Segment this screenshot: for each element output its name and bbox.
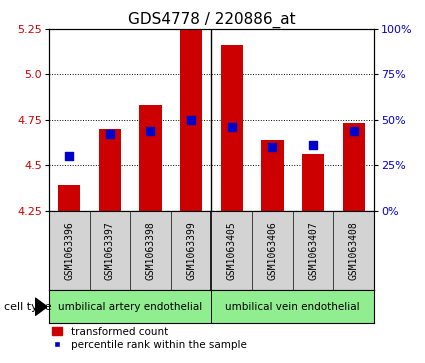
Point	[188, 117, 195, 123]
Polygon shape	[35, 298, 47, 315]
Text: GSM1063399: GSM1063399	[186, 221, 196, 280]
Bar	[139, 105, 162, 211]
Text: cell type: cell type	[4, 302, 52, 312]
Bar	[261, 140, 283, 211]
Bar	[343, 123, 365, 211]
Point	[350, 128, 357, 134]
Bar	[49, 290, 211, 323]
Bar	[302, 154, 324, 211]
Bar	[58, 185, 80, 211]
Point	[269, 144, 276, 150]
Text: GSM1063408: GSM1063408	[348, 221, 359, 280]
Text: umbilical vein endothelial: umbilical vein endothelial	[225, 302, 360, 312]
Point	[310, 142, 317, 148]
Point	[228, 124, 235, 130]
Point	[147, 128, 154, 134]
Text: umbilical artery endothelial: umbilical artery endothelial	[58, 302, 202, 312]
Bar	[221, 45, 243, 211]
Point	[106, 131, 113, 137]
Text: GSM1063407: GSM1063407	[308, 221, 318, 280]
Text: GSM1063406: GSM1063406	[267, 221, 278, 280]
Text: GSM1063405: GSM1063405	[227, 221, 237, 280]
Text: GSM1063396: GSM1063396	[64, 221, 74, 280]
Text: GSM1063397: GSM1063397	[105, 221, 115, 280]
Bar	[99, 129, 121, 211]
Point	[66, 153, 73, 159]
Legend: transformed count, percentile rank within the sample: transformed count, percentile rank withi…	[48, 323, 251, 354]
Bar	[211, 290, 374, 323]
Text: GSM1063398: GSM1063398	[145, 221, 156, 280]
Bar	[180, 29, 202, 211]
Title: GDS4778 / 220886_at: GDS4778 / 220886_at	[128, 12, 295, 28]
